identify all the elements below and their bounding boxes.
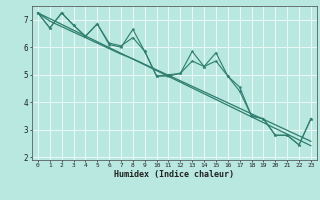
X-axis label: Humidex (Indice chaleur): Humidex (Indice chaleur)	[115, 170, 234, 179]
